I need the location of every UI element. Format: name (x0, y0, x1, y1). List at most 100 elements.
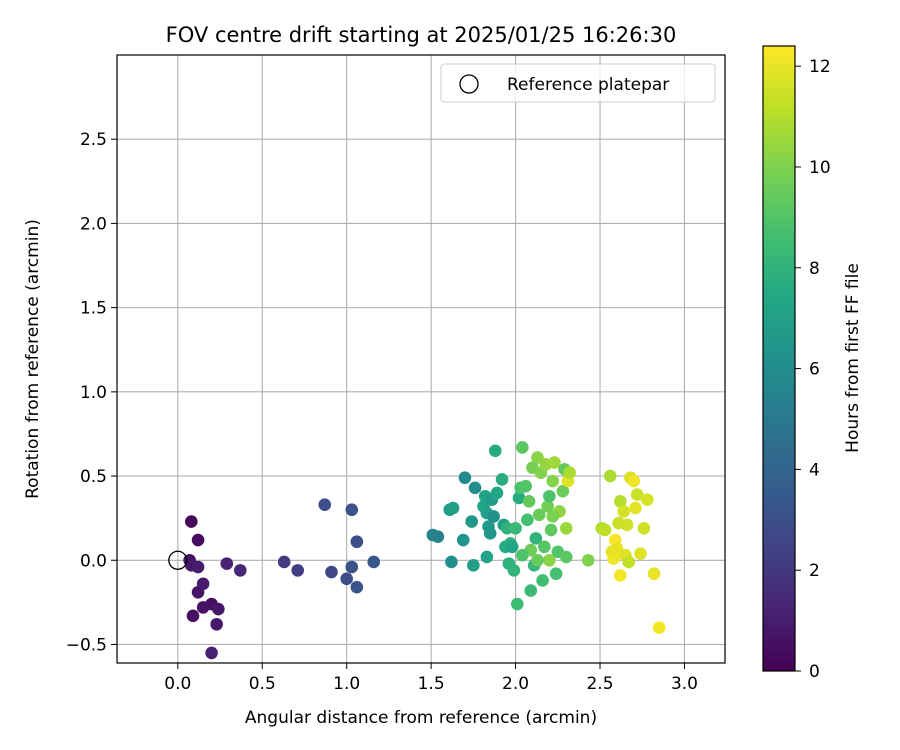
data-point (629, 501, 642, 515)
legend-entry-label: Reference platepar (507, 75, 669, 95)
data-point (509, 521, 522, 535)
data-point (191, 560, 205, 574)
reference-marker-layer (168, 550, 188, 570)
x-axis-label: Angular distance from reference (arcmin) (245, 708, 597, 728)
data-point (559, 521, 573, 535)
data-point (212, 602, 225, 616)
data-point (524, 584, 538, 597)
colorbar-label: Hours from first FF file (843, 263, 863, 453)
grid-lines (117, 55, 725, 663)
data-point (543, 489, 556, 503)
y-axis-label: Rotation from reference (arcmin) (23, 219, 43, 499)
y-tick-label: 0.0 (80, 551, 107, 571)
data-point (622, 555, 636, 569)
data-point (191, 585, 205, 599)
data-point (521, 513, 534, 527)
data-point (610, 542, 624, 555)
x-tick-label: 1.5 (418, 674, 445, 694)
data-point (537, 540, 551, 554)
data-point (467, 559, 480, 572)
data-point (546, 474, 560, 488)
colorbar-ticks: 0 2 4 6 8 10 12 (795, 57, 831, 682)
data-point (210, 617, 223, 631)
data-point (630, 488, 644, 501)
colorbar-tick-label: 8 (809, 259, 820, 279)
data-point (340, 572, 353, 586)
data-point (185, 515, 198, 528)
data-point (505, 540, 519, 554)
data-point (510, 597, 524, 611)
data-point (543, 553, 556, 567)
colorbar-tick-label: 10 (809, 158, 831, 178)
data-point (529, 532, 543, 545)
colorbar-tick-label: 0 (809, 662, 820, 682)
data-point (196, 601, 210, 614)
data-point (544, 523, 558, 537)
data-point (607, 552, 620, 565)
data-point (620, 518, 634, 532)
data-point (522, 495, 536, 508)
x-tick-label: 3.0 (671, 674, 698, 694)
data-point (345, 560, 359, 574)
colorbar-tick-label: 2 (809, 561, 820, 581)
data-point (617, 505, 630, 518)
colorbar-tick-label: 4 (809, 460, 820, 480)
x-tick-label: 0.5 (249, 674, 276, 694)
y-tick-label: 0.5 (80, 467, 107, 487)
x-tick-label: 2.5 (586, 674, 613, 694)
data-point (345, 503, 359, 517)
data-point (598, 523, 612, 537)
x-tick-label: 1.0 (333, 674, 360, 694)
data-point (480, 550, 494, 564)
data-point (220, 557, 234, 570)
data-point (603, 469, 617, 483)
data-point (186, 609, 200, 623)
legend-box (440, 63, 716, 103)
x-tick-label: 0.0 (164, 674, 191, 694)
legend-circle-marker (459, 74, 479, 94)
x-axis-ticks: 0.0 0.5 1.0 1.5 2.0 2.5 3.0 (164, 663, 698, 694)
data-point (350, 580, 364, 594)
legend: Reference platepar (440, 63, 716, 103)
data-point (446, 501, 460, 515)
data-point (556, 484, 570, 498)
data-point (465, 515, 478, 528)
data-point (468, 481, 482, 495)
data-point (536, 574, 549, 587)
y-tick-label: −0.5 (66, 635, 107, 655)
data-points (183, 441, 666, 660)
colorbar-tick-label: 12 (809, 57, 831, 77)
data-point (458, 471, 472, 485)
data-point (634, 547, 647, 560)
data-point (641, 493, 654, 506)
data-point (490, 486, 504, 500)
data-point (549, 567, 563, 581)
data-point (647, 567, 661, 581)
data-point (512, 491, 526, 505)
data-point (233, 564, 247, 577)
data-point (519, 479, 533, 493)
y-tick-label: 1.5 (80, 299, 107, 319)
data-point (613, 569, 627, 582)
data-point (205, 646, 218, 660)
plot-frame (116, 54, 726, 664)
data-point (613, 495, 627, 508)
data-point (325, 565, 338, 579)
colorbar-tick-label: 6 (809, 360, 820, 380)
data-point (191, 533, 205, 547)
data-point (507, 564, 521, 577)
data-point (431, 530, 445, 543)
data-point (495, 473, 509, 486)
data-point (445, 555, 458, 569)
data-point (487, 510, 500, 523)
y-axis-ticks: −0.5 0.0 0.5 1.0 1.5 2.0 2.5 (66, 130, 117, 655)
reference-platepar-marker (168, 550, 188, 570)
data-point (291, 564, 305, 577)
y-tick-label: 2.0 (80, 214, 107, 234)
data-point (367, 555, 381, 569)
colorbar (762, 45, 796, 672)
chart-title: FOV centre drift starting at 2025/01/25 … (166, 23, 677, 47)
y-tick-label: 2.5 (80, 130, 107, 150)
data-point (581, 553, 595, 567)
